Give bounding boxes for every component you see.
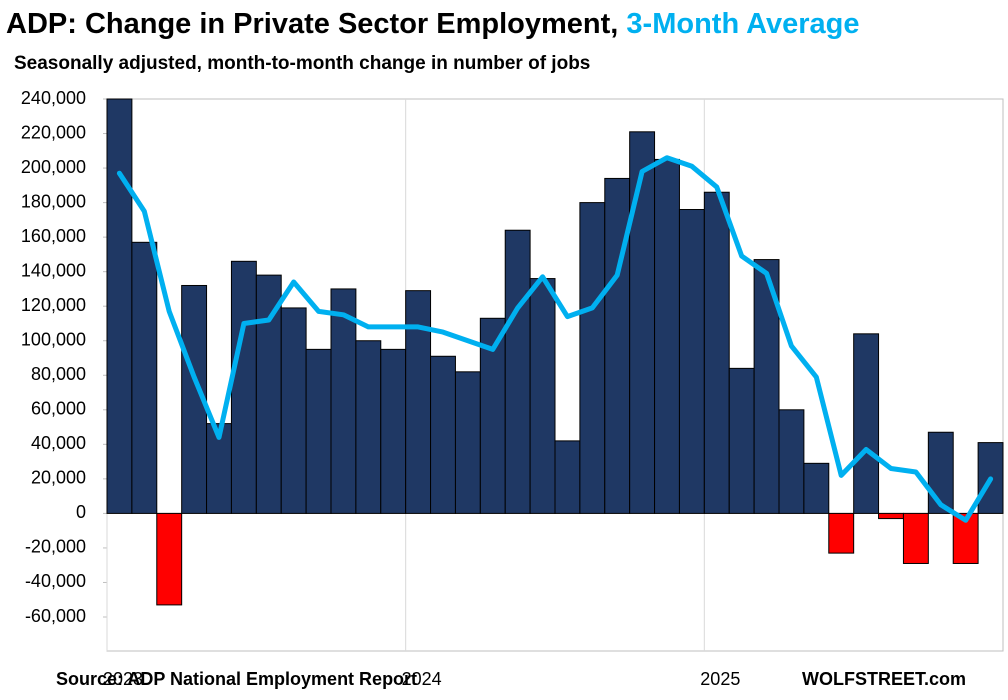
bar	[678, 209, 705, 514]
bar	[803, 462, 830, 514]
bar	[828, 512, 855, 554]
bar	[106, 98, 133, 514]
line	[116, 155, 994, 523]
bar	[778, 409, 805, 514]
y-tick-label: -20,000	[25, 537, 86, 557]
chart-title: ADP: Change in Private Sector Employment…	[6, 8, 860, 40]
title-highlight: 3-Month Average	[626, 8, 859, 40]
bar	[504, 229, 531, 514]
bar	[355, 340, 382, 514]
y-tick-label: 140,000	[21, 260, 86, 280]
bar	[902, 512, 929, 564]
bar	[728, 367, 755, 514]
bar	[255, 274, 282, 514]
y-tick-label: -40,000	[25, 571, 86, 591]
bar	[430, 355, 456, 514]
bar	[654, 158, 680, 514]
bar	[878, 512, 904, 520]
y-tick-label: 100,000	[21, 329, 86, 349]
bar	[703, 191, 730, 514]
y-tick-label: 180,000	[21, 191, 86, 211]
y-tick-label: 240,000	[21, 88, 86, 108]
y-tick-label: 200,000	[21, 157, 86, 177]
bar	[280, 307, 307, 514]
x-tick-label: 2025	[700, 669, 740, 689]
y-tick-label: -60,000	[25, 606, 86, 626]
bar	[927, 431, 954, 514]
chart-subtitle: Seasonally adjusted, month-to-month chan…	[14, 53, 590, 74]
bar	[156, 512, 183, 606]
bar	[305, 348, 332, 514]
bar	[529, 278, 556, 514]
bar	[230, 260, 257, 514]
bar	[131, 241, 158, 514]
y-tick-label: 40,000	[31, 433, 86, 453]
credit: WOLFSTREET.com	[802, 669, 966, 689]
bar	[330, 288, 357, 514]
bar	[454, 371, 481, 514]
y-tick-label: 80,000	[31, 364, 86, 384]
bar	[380, 348, 407, 514]
y-tick-label: 220,000	[21, 122, 86, 142]
source: Source: ADP National Employment Report	[56, 669, 417, 689]
y-tick-label: 0	[76, 502, 86, 522]
y-tick-label: 60,000	[31, 399, 86, 419]
bar	[579, 202, 606, 514]
y-tick-label: 160,000	[21, 226, 86, 246]
x-tick-label: 2023	[103, 669, 143, 689]
y-tick-label: 120,000	[21, 295, 86, 315]
bar	[554, 440, 581, 514]
bar	[629, 131, 656, 514]
bar	[405, 290, 432, 514]
bar	[853, 333, 880, 514]
y-tick-label: 20,000	[31, 468, 86, 488]
x-tick-label: 2024	[402, 669, 442, 689]
title-main: ADP: Change in Private Sector Employment…	[6, 8, 618, 40]
